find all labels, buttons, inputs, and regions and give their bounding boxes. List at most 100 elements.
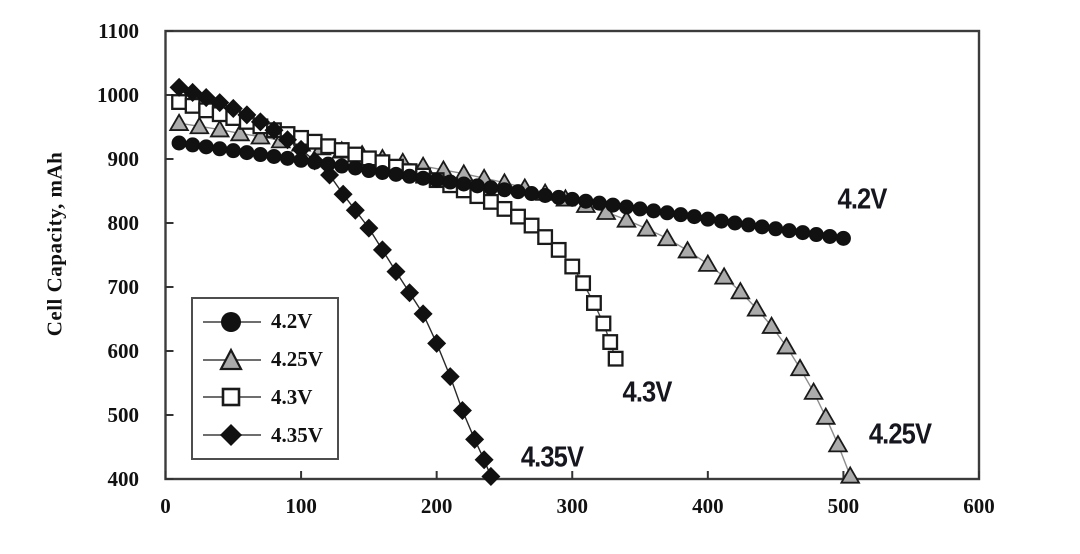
x-tick-label: 500: [828, 494, 860, 518]
data-point-square: [575, 275, 592, 292]
y-axis-title: Cell Capacity, mAh: [42, 151, 67, 337]
data-point-triangle: [189, 116, 210, 135]
data-point-triangle: [839, 465, 861, 484]
y-tick-label: 500: [108, 403, 140, 427]
legend-label: 4.2V: [271, 309, 313, 334]
data-point-square: [537, 229, 554, 246]
data-point-diamond: [372, 240, 392, 260]
data-point-circle: [307, 154, 323, 170]
data-point-triangle: [250, 126, 271, 145]
data-point-circle: [456, 176, 472, 192]
data-point-circle: [198, 139, 214, 155]
data-point-triangle: [677, 240, 698, 259]
data-point-triangle: [616, 209, 637, 228]
data-point-circle: [754, 219, 770, 235]
data-point-triangle: [209, 119, 231, 138]
x-tick-label: 200: [421, 494, 453, 518]
data-point-circle: [510, 184, 526, 200]
x-tick-label: 100: [285, 494, 317, 518]
data-point-circle: [415, 170, 431, 186]
data-point-square: [550, 241, 567, 258]
y-tick-label: 900: [108, 147, 140, 171]
data-point-diamond: [386, 262, 406, 282]
data-point-diamond: [359, 218, 379, 238]
data-point-circle: [347, 160, 363, 176]
y-tick-label: 600: [108, 339, 140, 363]
legend-item-4.3v: 4.3V: [201, 384, 337, 410]
data-point-circle: [768, 221, 784, 237]
legend-label: 4.3V: [271, 384, 313, 409]
data-point-square: [333, 142, 350, 158]
y-tick-label: 400: [108, 467, 140, 491]
data-point-circle: [727, 215, 743, 231]
data-point-circle: [469, 178, 485, 194]
data-point-circle: [185, 137, 201, 153]
data-point-diamond: [223, 98, 243, 118]
data-point-diamond: [427, 333, 447, 353]
data-point-circle: [551, 189, 567, 205]
data-point-triangle: [761, 315, 782, 334]
data-point-diamond: [440, 367, 460, 387]
data-point-circle: [334, 158, 350, 174]
x-tick-label: 300: [557, 494, 589, 518]
data-point-square: [320, 138, 337, 155]
data-point-diamond: [210, 93, 230, 113]
data-point-triangle: [776, 336, 797, 355]
data-point-diamond: [333, 184, 353, 204]
data-point-diamond: [196, 88, 216, 108]
data-point-circle: [659, 205, 675, 221]
data-point-diamond: [474, 450, 494, 470]
data-point-triangle: [827, 434, 849, 453]
data-point-diamond: [320, 165, 340, 185]
data-point-circle: [374, 164, 390, 180]
data-point-circle: [591, 195, 607, 211]
data-point-triangle: [636, 218, 658, 237]
data-point-circle: [605, 197, 621, 213]
data-point-diamond: [345, 200, 365, 220]
data-point-circle: [239, 145, 255, 161]
data-point-circle: [673, 207, 689, 223]
data-point-circle: [646, 203, 662, 219]
data-point-diamond: [264, 120, 284, 140]
data-point-triangle: [229, 123, 251, 142]
legend-item-4.25v: 4.25V: [201, 347, 337, 373]
legend-box: 4.2V 4.25V 4.3V 4.35V: [191, 297, 339, 460]
data-point-square: [523, 217, 540, 234]
data-point-square: [171, 94, 188, 110]
data-point-diamond: [413, 304, 433, 324]
curve-label-4.25V: 4.25V: [869, 418, 932, 451]
circle-marker-icon: [203, 311, 261, 332]
data-point-diamond: [465, 429, 485, 449]
square-marker-icon: [203, 388, 261, 407]
y-tick-label: 700: [108, 275, 140, 299]
data-point-triangle: [713, 266, 735, 285]
data-point-triangle: [746, 298, 767, 317]
data-point-circle: [225, 143, 241, 159]
data-point-circle: [795, 225, 811, 241]
data-point-square: [306, 133, 323, 150]
data-point-circle: [442, 174, 458, 190]
data-point-diamond: [250, 112, 270, 132]
data-point-diamond: [183, 82, 203, 102]
data-point-circle: [632, 201, 648, 217]
x-tick-label: 600: [963, 494, 995, 518]
data-point-circle: [537, 187, 553, 203]
y-tick-label: 1100: [98, 19, 139, 43]
curve-label-4.35V: 4.35V: [520, 441, 584, 474]
data-point-circle: [564, 191, 580, 207]
data-point-circle: [483, 180, 499, 196]
x-tick-label: 0: [160, 494, 171, 518]
data-point-diamond: [237, 105, 257, 125]
data-point-square: [482, 193, 499, 210]
data-point-circle: [266, 148, 282, 164]
data-point-diamond: [169, 77, 189, 97]
data-point-circle: [280, 150, 296, 166]
data-point-square: [607, 350, 624, 367]
data-point-triangle: [803, 381, 824, 400]
data-point-square: [585, 295, 602, 311]
data-point-diamond: [452, 401, 472, 421]
data-point-square: [510, 208, 526, 225]
data-point-circle: [578, 193, 594, 209]
data-point-circle: [713, 213, 729, 229]
